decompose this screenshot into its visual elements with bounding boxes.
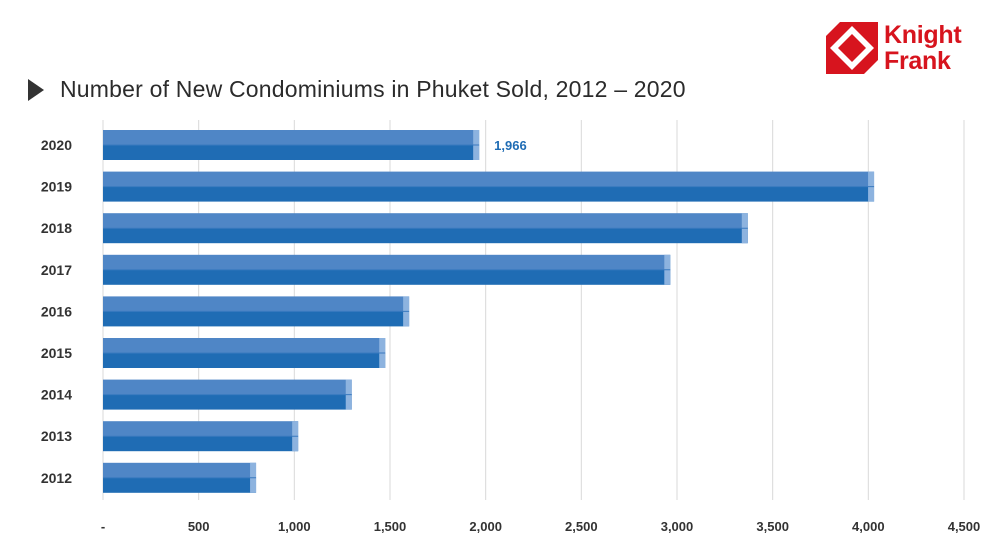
x-tick-label: 3,000 <box>661 519 694 534</box>
logo-word-frank: Frank <box>884 47 951 75</box>
bar-lower-face <box>103 269 671 285</box>
x-tick-label: 2,500 <box>565 519 598 534</box>
chart-title-row: Number of New Condominiums in Phuket Sol… <box>28 76 686 103</box>
x-tick-label: 1,000 <box>278 519 311 534</box>
x-tick-label: 4,500 <box>948 519 981 534</box>
category-label: 2012 <box>41 470 72 486</box>
data-label: 1,966 <box>494 138 527 153</box>
category-label: 2018 <box>41 220 72 236</box>
x-tick-label: 2,000 <box>469 519 502 534</box>
chart-title: Number of New Condominiums in Phuket Sol… <box>60 76 686 102</box>
bar-upper-face <box>103 379 352 395</box>
bar-lower-face <box>103 145 480 160</box>
bar-lower-face <box>103 186 875 202</box>
bar-upper-face <box>103 254 671 270</box>
x-tick-label: - <box>101 519 105 534</box>
play-triangle-icon <box>28 78 44 101</box>
bar-lower-face <box>103 477 257 493</box>
x-tick-label: 1,500 <box>374 519 407 534</box>
bar-upper-face <box>103 130 480 145</box>
x-tick-label: 4,000 <box>852 519 885 534</box>
category-label: 2014 <box>41 387 72 403</box>
category-label: 2017 <box>41 262 72 278</box>
bar-lower-face <box>103 394 352 410</box>
bar-upper-face <box>103 296 410 312</box>
bar-upper-face <box>103 171 875 187</box>
bar-upper-face <box>103 421 299 437</box>
bar-upper-face <box>103 338 386 353</box>
x-tick-label: 500 <box>188 519 210 534</box>
bar-upper-face <box>103 213 748 229</box>
x-tick-label: 3,500 <box>756 519 789 534</box>
logo-word-knight: Knight <box>884 21 962 49</box>
knight-frank-logo-mark <box>826 22 878 74</box>
category-label: 2020 <box>41 137 72 153</box>
bar-lower-face <box>103 353 386 368</box>
bar-lower-face <box>103 228 748 244</box>
knight-frank-logo: Knight Frank <box>826 21 962 75</box>
category-label: 2019 <box>41 179 72 195</box>
category-label: 2016 <box>41 303 72 319</box>
category-label: 2015 <box>41 345 72 361</box>
category-label: 2013 <box>41 428 72 444</box>
bar-lower-face <box>103 436 299 452</box>
knight-frank-logo-text: Knight Frank <box>884 21 962 75</box>
bar-lower-face <box>103 311 410 327</box>
bar-upper-face <box>103 462 257 478</box>
